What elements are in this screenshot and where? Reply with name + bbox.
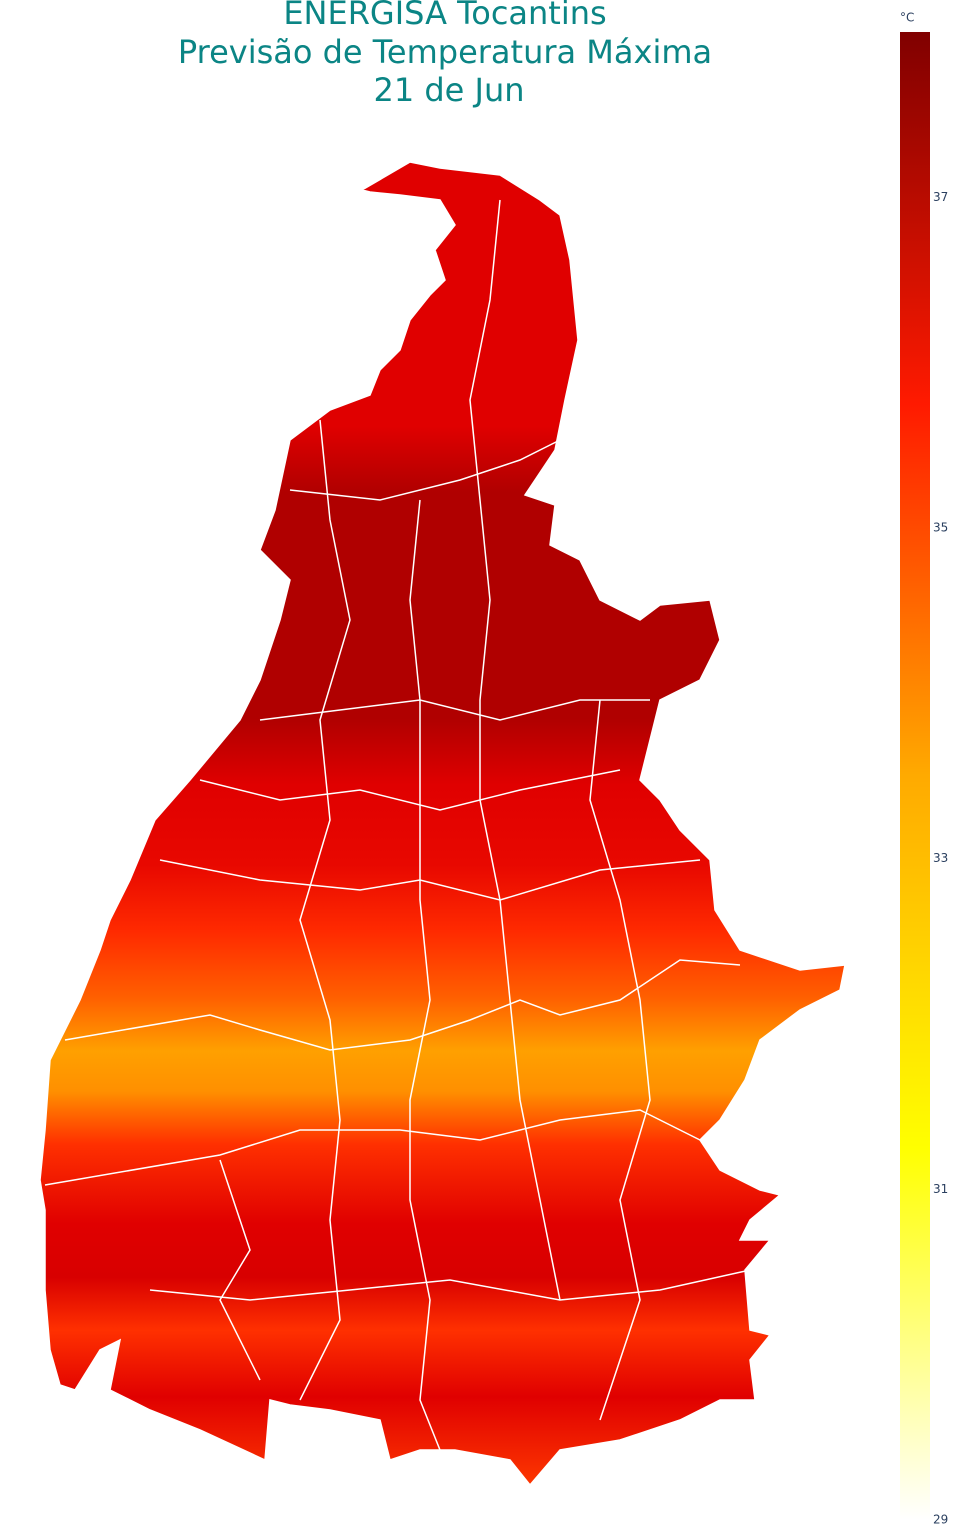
colorbar-label: °C [900,11,914,25]
title-line: Previsão de Temperatura Máxima [178,33,712,71]
state-map [39,161,846,1487]
colorbar-tick-label: 29 [933,1513,948,1527]
colorbar-tick-label: 35 [933,521,948,535]
municipality-borders [44,199,751,1451]
colorbar-tick-label: 33 [933,851,948,865]
title-line: ENERGISA Tocantins [283,0,606,32]
colorbar [900,32,930,1520]
colorbar-tick-label: 37 [933,190,948,204]
title-line: 21 de Jun [373,71,524,109]
colorbar-tick-label: 31 [933,1182,948,1196]
